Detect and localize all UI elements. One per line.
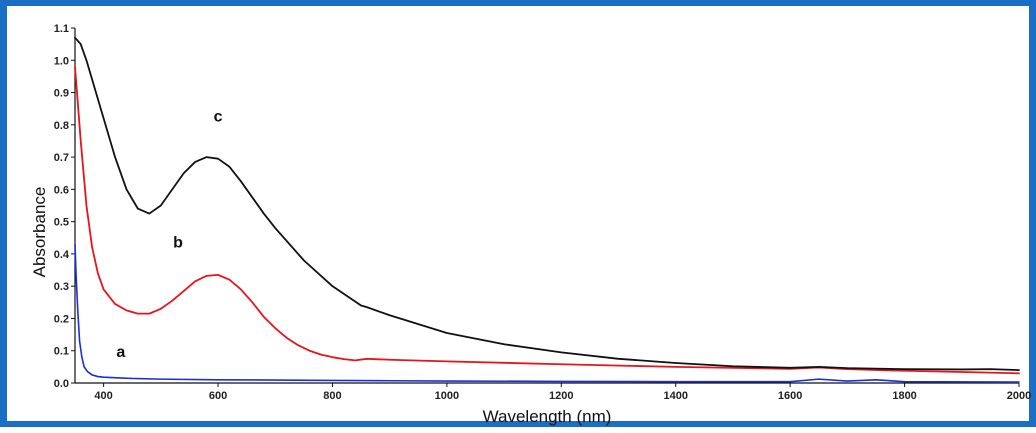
y-axis-title: Absorbance bbox=[30, 187, 49, 278]
y-tick-label: 0.2 bbox=[54, 313, 69, 325]
y-tick-label: 1.0 bbox=[54, 55, 69, 67]
x-tick-label: 1600 bbox=[778, 390, 802, 402]
y-tick-label: 0.9 bbox=[54, 88, 69, 100]
y-tick-label: 0.3 bbox=[54, 281, 69, 293]
series-line-c bbox=[74, 36, 1020, 371]
y-tick-label: 0.7 bbox=[54, 152, 69, 164]
y-tick-label: 0.6 bbox=[54, 184, 69, 196]
x-axis-title: Wavelength (nm) bbox=[483, 407, 612, 426]
x-tick-label: 1800 bbox=[892, 390, 916, 402]
series-line-b bbox=[74, 65, 1020, 375]
series-layer bbox=[74, 36, 1020, 383]
axes bbox=[74, 28, 1019, 384]
y-ticks: 0.0 0.1 0.2 0.3 0.4 0.5 0.6 0.7 0.8 0.9 1.0 1.1 bbox=[54, 23, 75, 390]
absorbance-chart: 0.0 0.1 0.2 0.3 0.4 0.5 0.6 0.7 0.8 0.9 1.0 1.1 400… bbox=[30, 23, 1031, 426]
curve-label-b: b bbox=[173, 234, 183, 251]
series-line-a bbox=[74, 243, 1020, 383]
annotation-layer: a b c bbox=[116, 109, 222, 362]
y-tick-label: 0.8 bbox=[54, 120, 69, 132]
x-tick-label: 400 bbox=[94, 390, 112, 402]
x-tick-label: 1200 bbox=[549, 390, 573, 402]
y-tick-label: 0.4 bbox=[54, 249, 70, 261]
x-tick-label: 1400 bbox=[663, 390, 687, 402]
x-tick-label: 600 bbox=[209, 390, 227, 402]
x-tick-label: 1000 bbox=[435, 390, 459, 402]
y-tick-label: 0.1 bbox=[54, 346, 69, 358]
y-tick-label: 0.5 bbox=[54, 217, 69, 229]
curve-label-a: a bbox=[116, 344, 125, 361]
y-tick-label: 1.1 bbox=[54, 23, 69, 35]
y-tick-label: 0.0 bbox=[54, 378, 69, 390]
x-tick-label: 2000 bbox=[1007, 390, 1031, 402]
x-ticks: 400 600 800 1000 1200 1400 1600 1800 2000 bbox=[94, 383, 1031, 402]
x-tick-label: 800 bbox=[323, 390, 341, 402]
curve-label-c: c bbox=[214, 109, 223, 126]
